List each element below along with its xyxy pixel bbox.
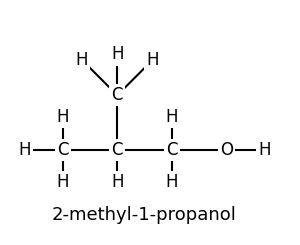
Text: H: H (111, 45, 124, 63)
Text: H: H (56, 173, 69, 192)
Text: 2-methyl-1-propanol: 2-methyl-1-propanol (52, 206, 237, 224)
Text: H: H (166, 108, 178, 126)
Text: C: C (112, 141, 123, 159)
Text: C: C (112, 86, 123, 104)
Text: H: H (56, 108, 69, 126)
Text: C: C (57, 141, 68, 159)
Text: H: H (111, 173, 124, 192)
Text: H: H (166, 173, 178, 192)
Text: O: O (220, 141, 233, 159)
Text: H: H (18, 141, 31, 159)
Text: C: C (166, 141, 178, 159)
Text: H: H (76, 51, 88, 69)
Text: H: H (258, 141, 271, 159)
Text: H: H (146, 51, 159, 69)
